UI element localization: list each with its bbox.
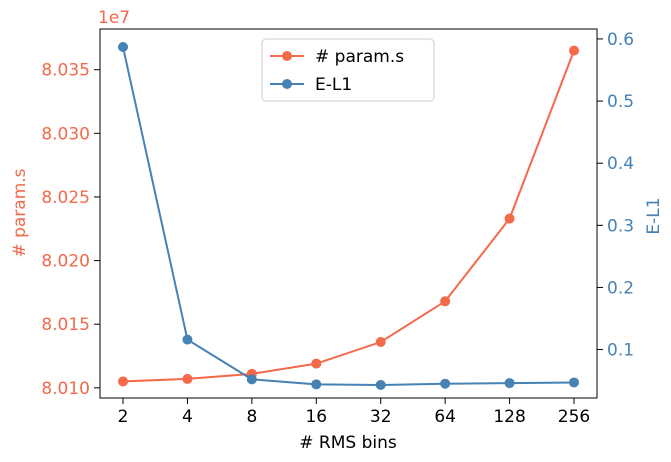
point-param-4 bbox=[182, 373, 193, 384]
left-tick-label-3: 8.025 bbox=[41, 188, 90, 208]
left-tick-label-0: 8.010 bbox=[41, 379, 90, 399]
left-axis-offset-label: 1e7 bbox=[98, 8, 130, 28]
left-tick-label-2: 8.020 bbox=[41, 252, 90, 272]
right-tick-label-4: 0.5 bbox=[607, 92, 634, 112]
left-y-axis: 8.010 8.015 8.020 8.025 8.030 8.035 bbox=[41, 61, 100, 399]
x-tick-label-8: 8 bbox=[246, 407, 257, 427]
legend-box bbox=[261, 38, 435, 102]
right-tick-label-1: 0.2 bbox=[607, 278, 634, 298]
x-tick-label-4: 4 bbox=[182, 407, 193, 427]
right-tick-label-3: 0.4 bbox=[607, 154, 634, 174]
point-el1-16 bbox=[311, 379, 322, 390]
point-param-128 bbox=[504, 213, 515, 224]
x-tick-label-2: 2 bbox=[118, 407, 129, 427]
legend-marker-el1 bbox=[282, 79, 292, 89]
right-tick-label-0: 0.1 bbox=[607, 341, 634, 361]
legend: # param.s E-L1 bbox=[261, 38, 435, 102]
series-line-param bbox=[122, 50, 575, 383]
x-tick-label-64: 64 bbox=[434, 407, 456, 427]
left-axis-title: # param.s bbox=[10, 168, 30, 257]
point-el1-4 bbox=[182, 334, 193, 345]
x-tick-label-256: 256 bbox=[558, 407, 590, 427]
right-tick-label-2: 0.3 bbox=[607, 216, 634, 236]
point-el1-32 bbox=[375, 379, 386, 390]
point-param-32 bbox=[375, 337, 386, 348]
series-line-el1 bbox=[122, 46, 575, 386]
left-tick-label-5: 8.035 bbox=[41, 61, 90, 81]
legend-marker-param bbox=[282, 51, 292, 61]
left-tick-label-1: 8.015 bbox=[41, 315, 90, 335]
x-tick-label-16: 16 bbox=[305, 407, 327, 427]
right-axis-title: E-L1 bbox=[644, 197, 664, 234]
legend-label-el1: E-L1 bbox=[315, 75, 352, 95]
point-el1-128 bbox=[504, 378, 515, 389]
legend-label-param: # param.s bbox=[315, 47, 404, 67]
plot-frame bbox=[99, 28, 598, 399]
point-el1-64 bbox=[440, 378, 451, 389]
series-layer bbox=[118, 42, 579, 390]
point-param-256 bbox=[569, 45, 579, 56]
point-param-16 bbox=[311, 358, 322, 369]
x-tick-label-32: 32 bbox=[370, 407, 392, 427]
right-y-axis: 0.1 0.2 0.3 0.4 0.5 0.6 bbox=[597, 30, 634, 361]
point-param-64 bbox=[440, 296, 451, 307]
x-axis-title: # RMS bins bbox=[299, 433, 397, 453]
right-tick-label-5: 0.6 bbox=[607, 30, 634, 50]
point-param-2 bbox=[118, 376, 128, 387]
point-el1-2 bbox=[118, 42, 128, 53]
point-el1-8 bbox=[246, 374, 257, 385]
x-axis: 2 4 8 16 32 64 128 256 bbox=[118, 398, 590, 427]
point-el1-256 bbox=[569, 377, 579, 388]
left-tick-label-4: 8.030 bbox=[41, 124, 90, 144]
x-tick-label-128: 128 bbox=[493, 407, 525, 427]
